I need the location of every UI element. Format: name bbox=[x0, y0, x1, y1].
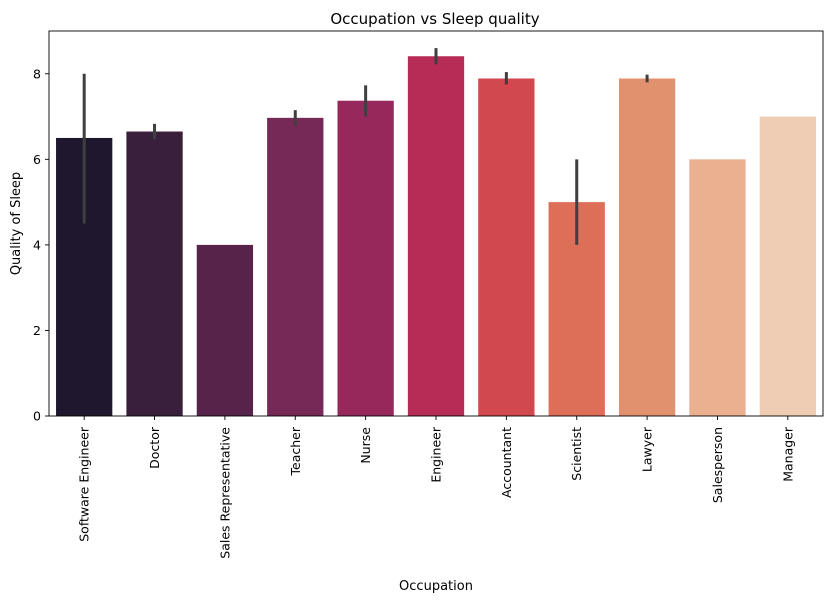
bars-group bbox=[56, 56, 816, 417]
y-tick-label: 4 bbox=[33, 237, 41, 252]
x-tick-label: Sales Representative bbox=[217, 427, 232, 559]
x-tick-label: Lawyer bbox=[640, 426, 655, 472]
plot-frame bbox=[48, 30, 824, 417]
x-tick-label: Teacher bbox=[288, 426, 303, 476]
y-tick-label: 6 bbox=[33, 152, 41, 167]
bar bbox=[759, 116, 816, 417]
x-axis: Software Engineer Doctor Sales Representat… bbox=[77, 416, 795, 559]
error-bars-group bbox=[82, 48, 649, 245]
y-tick-label: 2 bbox=[33, 323, 41, 338]
bar bbox=[478, 78, 535, 416]
y-axis: 0 2 4 6 8 bbox=[33, 66, 49, 424]
y-tick-label: 0 bbox=[33, 409, 41, 424]
x-tick-label: Scientist bbox=[569, 427, 584, 481]
bar bbox=[689, 159, 746, 417]
bar bbox=[196, 244, 254, 416]
x-tick-label: Salesperson bbox=[710, 427, 725, 503]
y-axis-label: Quality of Sleep bbox=[9, 172, 24, 275]
x-tick-label: Manager bbox=[780, 426, 795, 482]
x-tick-label: Software Engineer bbox=[77, 426, 92, 542]
bar bbox=[337, 100, 394, 416]
x-tick-label: Doctor bbox=[147, 426, 162, 469]
bar bbox=[618, 78, 676, 416]
x-tick-label: Engineer bbox=[429, 426, 444, 483]
x-tick-label: Nurse bbox=[358, 427, 373, 464]
bar bbox=[407, 56, 465, 416]
y-tick-label: 8 bbox=[33, 66, 41, 81]
chart-title: Occupation vs Sleep quality bbox=[330, 10, 539, 28]
bar bbox=[267, 117, 324, 416]
x-axis-label: Occupation bbox=[399, 579, 473, 594]
bar bbox=[126, 131, 183, 416]
x-tick-label: Accountant bbox=[499, 427, 514, 498]
